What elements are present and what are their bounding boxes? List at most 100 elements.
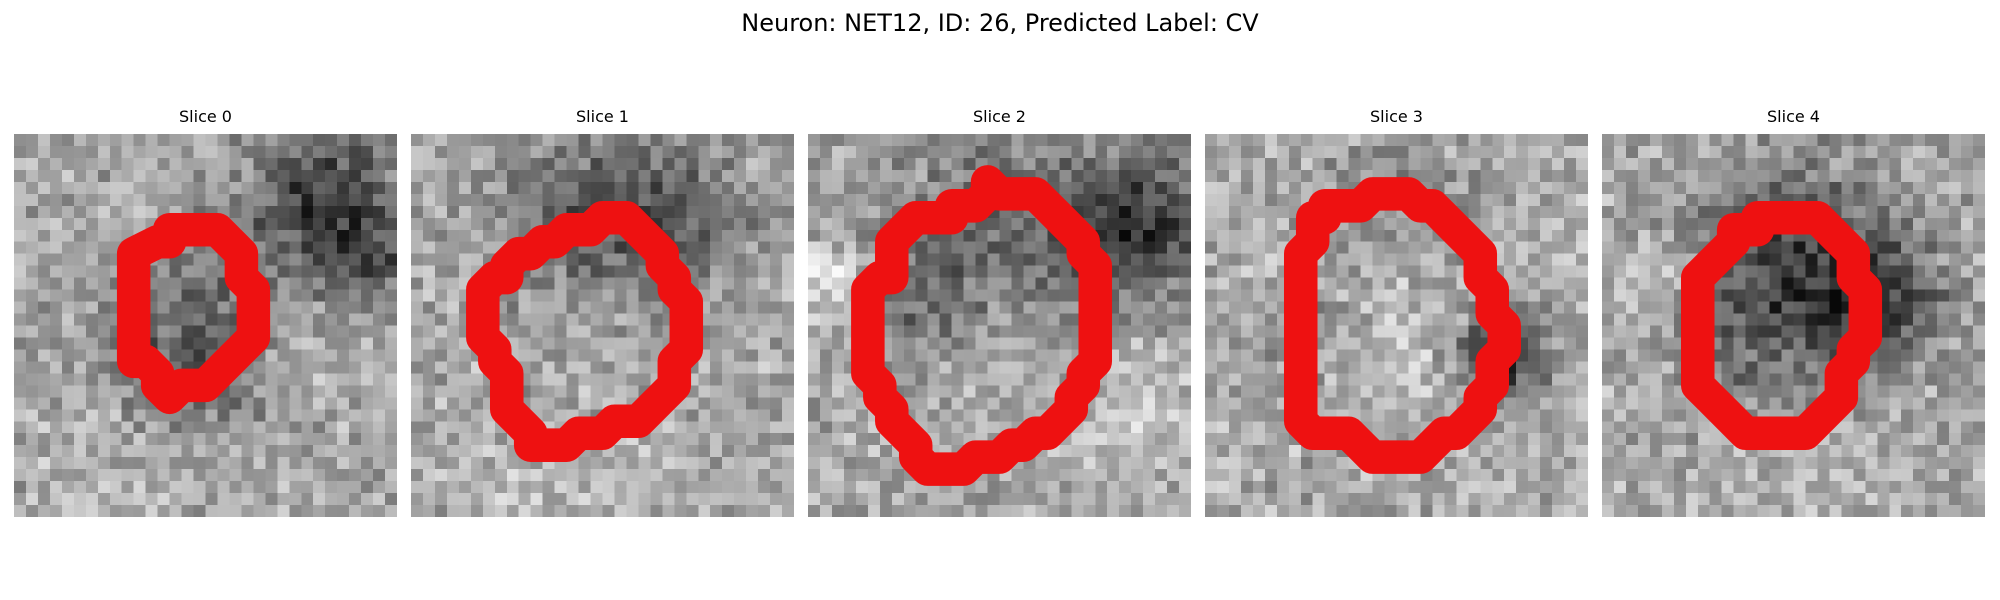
image-pixel [819, 385, 833, 398]
image-pixel [879, 445, 893, 458]
image-pixel [831, 505, 845, 517]
image-pixel [1913, 289, 1926, 302]
image-pixel [1047, 337, 1060, 350]
image-pixel [602, 313, 615, 326]
image-pixel [927, 325, 940, 338]
image-pixel [1011, 505, 1024, 517]
image-pixel [891, 481, 904, 494]
image-pixel [337, 145, 350, 159]
image-pixel [1348, 134, 1361, 147]
image-pixel [325, 421, 338, 434]
image-pixel [831, 433, 845, 446]
image-pixel [313, 157, 326, 171]
image-pixel [1733, 337, 1746, 350]
image-pixel [638, 505, 651, 517]
image-pixel [1769, 169, 1782, 183]
image-pixel [289, 337, 302, 350]
image-pixel [987, 361, 1000, 374]
image-pixel [1035, 145, 1048, 159]
image-pixel [1528, 385, 1541, 398]
image-pixel [1408, 481, 1421, 494]
image-pixel [241, 481, 254, 494]
image-pixel [1119, 421, 1132, 434]
image-pixel [1733, 457, 1746, 470]
image-pixel [1432, 361, 1445, 374]
image-pixel [734, 373, 747, 386]
image-pixel [1131, 313, 1144, 326]
image-pixel [1143, 313, 1156, 326]
image-pixel [1348, 253, 1361, 266]
image-pixel [698, 253, 711, 266]
image-pixel [1312, 481, 1325, 494]
image-pixel [518, 289, 531, 302]
image-pixel [1456, 361, 1469, 374]
image-pixel [349, 145, 362, 159]
image-pixel [1179, 445, 1191, 458]
image-pixel [313, 325, 326, 338]
image-pixel [1504, 229, 1517, 242]
image-pixel [698, 361, 711, 374]
image-pixel [361, 493, 374, 506]
image-pixel [808, 157, 821, 171]
image-pixel [1649, 361, 1663, 374]
image-pixel [831, 134, 845, 147]
image-pixel [1444, 469, 1457, 482]
image-pixel [1480, 433, 1493, 446]
image-pixel [746, 433, 759, 446]
image-pixel [265, 181, 278, 195]
image-pixel [1155, 289, 1168, 302]
image-pixel [361, 313, 374, 326]
image-pixel [1576, 373, 1588, 386]
image-pixel [1059, 493, 1072, 506]
image-pixel [1468, 457, 1481, 470]
image-pixel [1480, 157, 1493, 171]
image-pixel [1155, 397, 1168, 410]
image-pixel [1205, 277, 1218, 290]
image-pixel [746, 253, 759, 266]
image-pixel [1528, 457, 1541, 470]
image-pixel [1602, 325, 1615, 338]
image-pixel [554, 385, 567, 398]
image-pixel [782, 457, 794, 470]
image-pixel [1552, 325, 1565, 338]
image-pixel [73, 157, 87, 171]
image-pixel [614, 361, 627, 374]
image-pixel [626, 265, 639, 278]
image-pixel [963, 325, 976, 338]
image-pixel [277, 169, 290, 183]
image-pixel [1300, 169, 1313, 183]
image-pixel [819, 169, 833, 183]
image-pixel [133, 193, 146, 207]
image-pixel [1396, 361, 1409, 374]
image-pixel [808, 421, 821, 434]
image-pixel [1264, 134, 1278, 147]
image-pixel [987, 397, 1000, 410]
image-pixel [1264, 313, 1278, 326]
image-pixel [831, 205, 845, 219]
image-pixel [253, 205, 266, 219]
image-pixel [1685, 457, 1698, 470]
image-pixel [1205, 421, 1218, 434]
image-pixel [686, 505, 699, 517]
image-pixel [963, 397, 976, 410]
image-pixel [975, 313, 988, 326]
image-pixel [987, 409, 1000, 422]
image-pixel [1348, 313, 1361, 326]
image-pixel [746, 157, 759, 171]
image-pixel [1047, 241, 1060, 254]
image-pixel [1637, 229, 1651, 242]
image-pixel [385, 409, 397, 422]
image-pixel [337, 241, 350, 254]
image-pixel [722, 493, 735, 506]
image-pixel [1324, 169, 1337, 183]
image-pixel [1432, 481, 1445, 494]
slice-panel-2: Slice 2 [808, 107, 1191, 517]
image-pixel [494, 481, 507, 494]
image-pixel [530, 469, 543, 482]
image-pixel [951, 169, 964, 183]
image-pixel [1564, 361, 1577, 374]
image-pixel [686, 229, 699, 242]
image-pixel [1602, 445, 1615, 458]
image-pixel [169, 337, 182, 350]
image-pixel [1216, 301, 1230, 314]
